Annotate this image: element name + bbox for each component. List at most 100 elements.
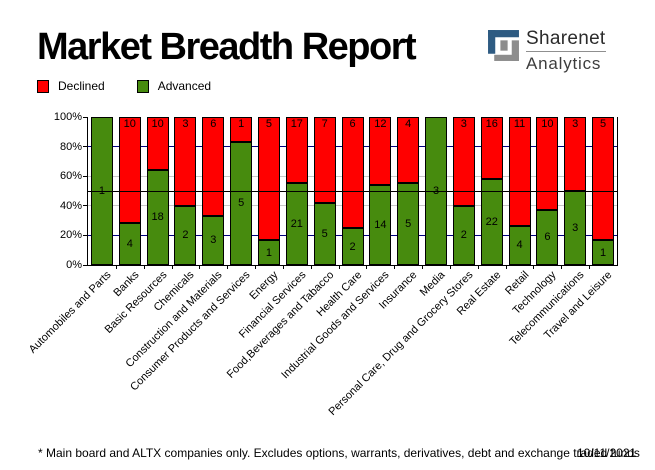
x-axis-tick bbox=[533, 265, 535, 269]
advanced-value-label: 4 bbox=[126, 237, 133, 250]
y-axis-tick bbox=[83, 146, 88, 148]
advanced-value-label: 3 bbox=[572, 222, 579, 234]
advanced-value-label: 4 bbox=[516, 239, 523, 252]
page-title: Market Breadth Report bbox=[37, 26, 417, 68]
y-axis-tick bbox=[83, 264, 88, 266]
advanced-value-label: 5 bbox=[238, 197, 245, 210]
bar-segment-declined bbox=[202, 117, 225, 216]
y-axis-label: 80% bbox=[59, 140, 82, 153]
sharenet-logo: Sharenet Analytics bbox=[487, 29, 606, 72]
advanced-value-label: 21 bbox=[290, 218, 303, 231]
bar-segment-advanced: 4 bbox=[508, 225, 531, 265]
declined-value-label: 3 bbox=[460, 118, 467, 130]
y-axis-label: 100% bbox=[53, 111, 82, 123]
x-axis-tick bbox=[394, 265, 396, 269]
declined-color-swatch bbox=[37, 79, 49, 93]
y-axis-label: 20% bbox=[59, 229, 82, 242]
bar-15: 11 4 bbox=[508, 117, 531, 265]
y-axis-line bbox=[87, 117, 88, 266]
advanced-value-label: 5 bbox=[321, 228, 328, 241]
bar-segment-declined bbox=[313, 117, 336, 204]
bar-segment-advanced: 2 bbox=[341, 228, 364, 265]
bar-14: 16 22 bbox=[480, 117, 503, 265]
x-axis-line bbox=[87, 265, 618, 266]
bar-segment-advanced: 2 bbox=[174, 205, 197, 265]
bar-segment-advanced: 21 bbox=[285, 183, 308, 265]
advanced-value-label: 1 bbox=[265, 246, 273, 259]
y-axis-tick bbox=[83, 175, 88, 177]
declined-value-label: 10 bbox=[151, 118, 164, 130]
bar-segment-declined bbox=[230, 117, 253, 142]
bar-segment-advanced: 14 bbox=[369, 185, 392, 265]
y-axis-tick bbox=[83, 116, 88, 118]
bar-2: 10 18 bbox=[146, 117, 169, 265]
y-axis-label: 0% bbox=[66, 259, 82, 271]
declined-value-label: 17 bbox=[290, 118, 303, 130]
y-axis-tick bbox=[83, 234, 88, 236]
bar-segment-declined bbox=[397, 117, 420, 183]
bar-segment-declined bbox=[508, 117, 531, 226]
legend-item-advanced: Advanced bbox=[136, 79, 211, 93]
bar-segment-declined bbox=[536, 117, 559, 210]
logo-text: Sharenet Analytics bbox=[526, 29, 606, 72]
bar-segment-advanced: 2 bbox=[452, 205, 475, 265]
declined-value-label: 10 bbox=[123, 118, 136, 130]
x-axis-tick bbox=[310, 265, 312, 269]
advanced-value-label: 22 bbox=[485, 216, 498, 229]
midline-50 bbox=[88, 190, 617, 192]
bar-segment-declined bbox=[146, 117, 169, 170]
bar-segment-advanced: 3 bbox=[425, 117, 448, 265]
plot-right-border bbox=[617, 117, 618, 266]
x-axis-tick bbox=[171, 265, 173, 269]
bar-segment-declined bbox=[480, 117, 503, 180]
legend-item-declined: Declined bbox=[37, 79, 105, 93]
bar-1: 10 4 bbox=[118, 117, 141, 265]
x-axis-tick bbox=[561, 265, 563, 269]
x-axis-tick bbox=[338, 265, 340, 269]
bar-16: 10 6 bbox=[536, 117, 559, 265]
declined-value-label: 7 bbox=[321, 118, 328, 130]
advanced-value-label: 2 bbox=[349, 240, 356, 253]
bar-segment-declined bbox=[174, 117, 197, 206]
declined-value-label: 11 bbox=[513, 118, 526, 130]
bar-segment-advanced: 5 bbox=[397, 182, 420, 265]
x-axis-tick bbox=[449, 265, 451, 269]
advanced-value-label: 2 bbox=[460, 229, 467, 242]
bar-segment-advanced: 4 bbox=[118, 222, 141, 265]
footnote: * Main board and ALTX companies only. Ex… bbox=[38, 446, 640, 460]
x-axis-tick bbox=[143, 265, 145, 269]
legend-label-declined: Declined bbox=[58, 79, 105, 93]
bar-segment-advanced: 1 bbox=[257, 240, 280, 265]
report-date: 10/11/2021 bbox=[577, 446, 637, 460]
logo-line1: Sharenet bbox=[526, 28, 606, 49]
bar-segment-declined bbox=[341, 117, 364, 228]
bar-segment-advanced: 3 bbox=[202, 215, 225, 265]
declined-value-label: 12 bbox=[374, 118, 387, 130]
x-axis-tick bbox=[255, 265, 257, 269]
bar-segment-advanced: 5 bbox=[230, 141, 253, 265]
advanced-value-label: 1 bbox=[600, 246, 607, 259]
advanced-value-label: 6 bbox=[544, 231, 551, 244]
declined-value-label: 5 bbox=[600, 118, 607, 130]
bar-0: 1 bbox=[90, 117, 113, 265]
bar-segment-declined bbox=[369, 117, 392, 186]
bar-segment-advanced: 1 bbox=[90, 117, 113, 265]
y-axis-tick bbox=[83, 205, 88, 207]
x-axis-tick bbox=[282, 265, 284, 269]
bar-segment-declined bbox=[257, 117, 280, 241]
declined-value-label: 16 bbox=[485, 118, 498, 130]
declined-value-label: 6 bbox=[210, 118, 217, 130]
advanced-value-label: 1 bbox=[98, 185, 105, 197]
y-axis-label: 40% bbox=[59, 199, 82, 212]
x-axis-tick bbox=[505, 265, 507, 269]
x-axis-tick bbox=[477, 265, 479, 269]
